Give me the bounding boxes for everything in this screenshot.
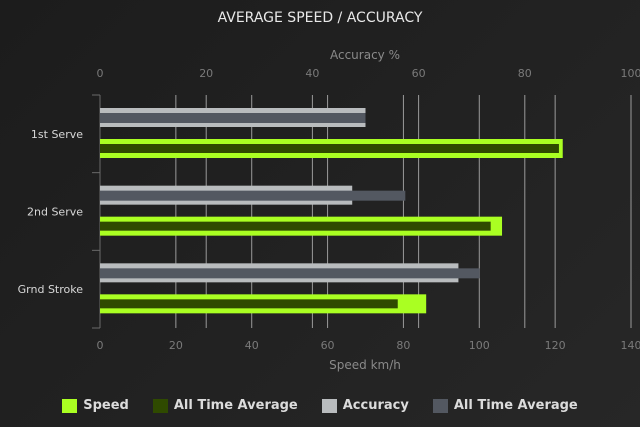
legend-swatch xyxy=(62,398,78,413)
chart-title: AVERAGE SPEED / ACCURACY xyxy=(218,10,423,26)
top-tick-label: 20 xyxy=(199,67,213,80)
top-tick-label: 60 xyxy=(412,67,426,80)
top-tick-label: 80 xyxy=(518,67,532,80)
bottom-tick-label: 20 xyxy=(169,339,183,352)
legend-swatch xyxy=(152,398,168,413)
category-label: 2nd Serve xyxy=(27,206,83,219)
legend: Speed All Time Average Accuracy All Time… xyxy=(0,398,640,413)
bar-accuracy-average xyxy=(100,113,366,123)
bottom-tick-label: 0 xyxy=(97,339,104,352)
bar-speed-average xyxy=(100,221,491,231)
legend-label: Accuracy xyxy=(342,398,409,413)
top-tick-label: 40 xyxy=(305,67,319,80)
top-axis-title: Accuracy % xyxy=(330,48,400,62)
legend-label: All Time Average xyxy=(173,398,298,413)
legend-item-accuracy[interactable]: Accuracy xyxy=(321,398,409,413)
top-tick-label: 0 xyxy=(97,67,104,80)
bar-speed-average xyxy=(100,299,398,309)
bar-accuracy-average xyxy=(100,190,406,201)
legend-item-speed[interactable]: Speed xyxy=(62,398,129,413)
bottom-tick-label: 100 xyxy=(469,339,490,352)
bottom-tick-label: 60 xyxy=(321,339,335,352)
bottom-tick-label: 40 xyxy=(245,339,259,352)
legend-item-speed-average[interactable]: All Time Average xyxy=(152,398,298,413)
category-label: 1st Serve xyxy=(31,128,83,141)
bar-accuracy-average xyxy=(100,268,480,279)
bottom-axis-title: Speed km/h xyxy=(329,358,401,372)
bottom-tick-label: 140 xyxy=(621,339,640,352)
legend-item-accuracy-average[interactable]: All Time Average xyxy=(432,398,578,413)
legend-label: All Time Average xyxy=(453,398,578,413)
top-tick-label: 100 xyxy=(621,67,640,80)
bottom-tick-label: 80 xyxy=(396,339,410,352)
legend-label: Speed xyxy=(83,398,129,413)
category-label: Grnd Stroke xyxy=(18,283,84,296)
legend-swatch xyxy=(432,398,448,413)
bar-speed-average xyxy=(100,144,559,153)
bottom-tick-label: 120 xyxy=(545,339,566,352)
legend-swatch xyxy=(321,398,337,413)
